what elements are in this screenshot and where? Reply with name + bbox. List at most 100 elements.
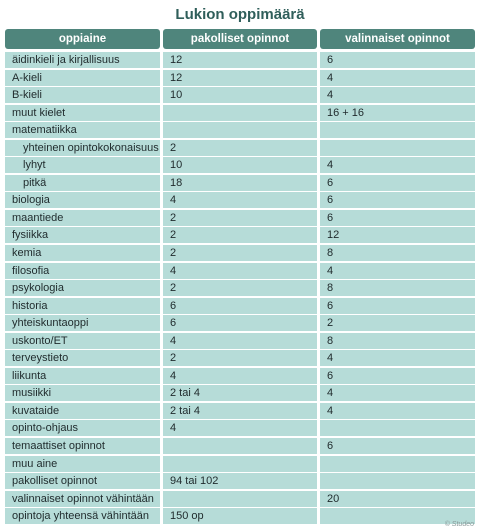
- cell-subject: musiikki: [5, 385, 160, 402]
- cell-required: 12: [163, 69, 317, 86]
- table-row: uskonto/ET 4 8: [5, 332, 475, 349]
- cell-subject: terveystieto: [5, 350, 160, 367]
- cell-subject: A-kieli: [5, 69, 160, 86]
- cell-required: 4: [163, 367, 317, 384]
- table-row: yhteiskuntaoppi 6 2: [5, 315, 475, 332]
- cell-required: 2: [163, 139, 317, 156]
- table-row: valinnaiset opinnot vähintään 20: [5, 490, 475, 507]
- table-row: A-kieli 12 4: [5, 69, 475, 86]
- cell-subject: fysiikka: [5, 227, 160, 244]
- cell-optional: 8: [320, 332, 475, 349]
- cell-required: 2: [163, 209, 317, 226]
- table-row: pitkä 18 6: [5, 174, 475, 191]
- cell-required: 10: [163, 157, 317, 174]
- cell-optional: 4: [320, 87, 475, 104]
- table-row: liikunta 4 6: [5, 367, 475, 384]
- cell-required: 4: [163, 262, 317, 279]
- cell-required: 94 tai 102: [163, 473, 317, 490]
- cell-optional: 2: [320, 315, 475, 332]
- cell-required: 2: [163, 350, 317, 367]
- table-row: temaattiset opinnot 6: [5, 438, 475, 455]
- cell-subject: filosofia: [5, 262, 160, 279]
- cell-required: 18: [163, 174, 317, 191]
- cell-optional: 4: [320, 69, 475, 86]
- cell-optional: 6: [320, 174, 475, 191]
- cell-optional: 6: [320, 52, 475, 68]
- cell-subject: yhteinen opintokokonaisuus: [5, 139, 160, 156]
- cell-required: 2 tai 4: [163, 385, 317, 402]
- curriculum-table: oppiaine pakolliset opinnot valinnaiset …: [5, 29, 475, 526]
- cell-subject: opintoja yhteensä vähintään: [5, 508, 160, 525]
- cell-subject: liikunta: [5, 367, 160, 384]
- cell-optional: [320, 455, 475, 472]
- cell-subject: kemia: [5, 245, 160, 262]
- cell-subject: muu aine: [5, 455, 160, 472]
- table-row: kemia 2 8: [5, 245, 475, 262]
- cell-required: 10: [163, 87, 317, 104]
- table-row: opintoja yhteensä vähintään 150 op: [5, 508, 475, 525]
- cell-optional: 6: [320, 297, 475, 314]
- cell-optional: [320, 473, 475, 490]
- cell-optional: 8: [320, 245, 475, 262]
- table-row: psykologia 2 8: [5, 280, 475, 297]
- table-row: B-kieli 10 4: [5, 87, 475, 104]
- cell-optional: 12: [320, 227, 475, 244]
- cell-subject: pitkä: [5, 174, 160, 191]
- cell-required: 6: [163, 315, 317, 332]
- cell-optional: 6: [320, 438, 475, 455]
- table-row: terveystieto 2 4: [5, 350, 475, 367]
- table-row: yhteinen opintokokonaisuus 2: [5, 139, 475, 156]
- cell-required: 2: [163, 245, 317, 262]
- table-row: pakolliset opinnot 94 tai 102: [5, 473, 475, 490]
- cell-required: 4: [163, 420, 317, 437]
- header-required: pakolliset opinnot: [163, 29, 317, 49]
- cell-subject: pakolliset opinnot: [5, 473, 160, 490]
- cell-optional: 4: [320, 385, 475, 402]
- cell-subject: biologia: [5, 192, 160, 209]
- header-optional: valinnaiset opinnot: [320, 29, 475, 49]
- table-row: fysiikka 2 12: [5, 227, 475, 244]
- cell-optional: [320, 122, 475, 139]
- cell-required: 150 op: [163, 508, 317, 525]
- cell-required: 2: [163, 227, 317, 244]
- cell-optional: 6: [320, 192, 475, 209]
- cell-required: [163, 490, 317, 507]
- table-body: äidinkieli ja kirjallisuus 12 6 A-kieli 12 4 B…: [5, 52, 475, 525]
- cell-subject: lyhyt: [5, 157, 160, 174]
- cell-subject: B-kieli: [5, 87, 160, 104]
- cell-optional: [320, 420, 475, 437]
- table-row: muu aine: [5, 455, 475, 472]
- cell-optional: 4: [320, 350, 475, 367]
- cell-required: 6: [163, 297, 317, 314]
- cell-optional: 8: [320, 280, 475, 297]
- table-row: lyhyt 10 4: [5, 157, 475, 174]
- table-row: filosofia 4 4: [5, 262, 475, 279]
- page-title: Lukion oppimäärä: [175, 6, 305, 23]
- table-row: historia 6 6: [5, 297, 475, 314]
- table-row: opinto-ohjaus 4: [5, 420, 475, 437]
- cell-subject: äidinkieli ja kirjallisuus: [5, 52, 160, 68]
- cell-subject: psykologia: [5, 280, 160, 297]
- header-subject: oppiaine: [5, 29, 160, 49]
- table-row: matematiikka: [5, 122, 475, 139]
- cell-required: 12: [163, 52, 317, 68]
- cell-optional: 4: [320, 402, 475, 419]
- table-header-row: oppiaine pakolliset opinnot valinnaiset …: [5, 29, 475, 49]
- cell-subject: historia: [5, 297, 160, 314]
- cell-subject: opinto-ohjaus: [5, 420, 160, 437]
- cell-optional: [320, 508, 475, 525]
- cell-optional: 6: [320, 367, 475, 384]
- cell-required: [163, 104, 317, 121]
- cell-required: [163, 122, 317, 139]
- cell-subject: matematiikka: [5, 122, 160, 139]
- table-row: äidinkieli ja kirjallisuus 12 6: [5, 52, 475, 68]
- cell-required: 2 tai 4: [163, 402, 317, 419]
- cell-subject: yhteiskuntaoppi: [5, 315, 160, 332]
- copyright-credit: © Studeo: [444, 521, 474, 528]
- cell-optional: 4: [320, 262, 475, 279]
- cell-subject: muut kielet: [5, 104, 160, 121]
- table-row: biologia 4 6: [5, 192, 475, 209]
- cell-optional: [320, 139, 475, 156]
